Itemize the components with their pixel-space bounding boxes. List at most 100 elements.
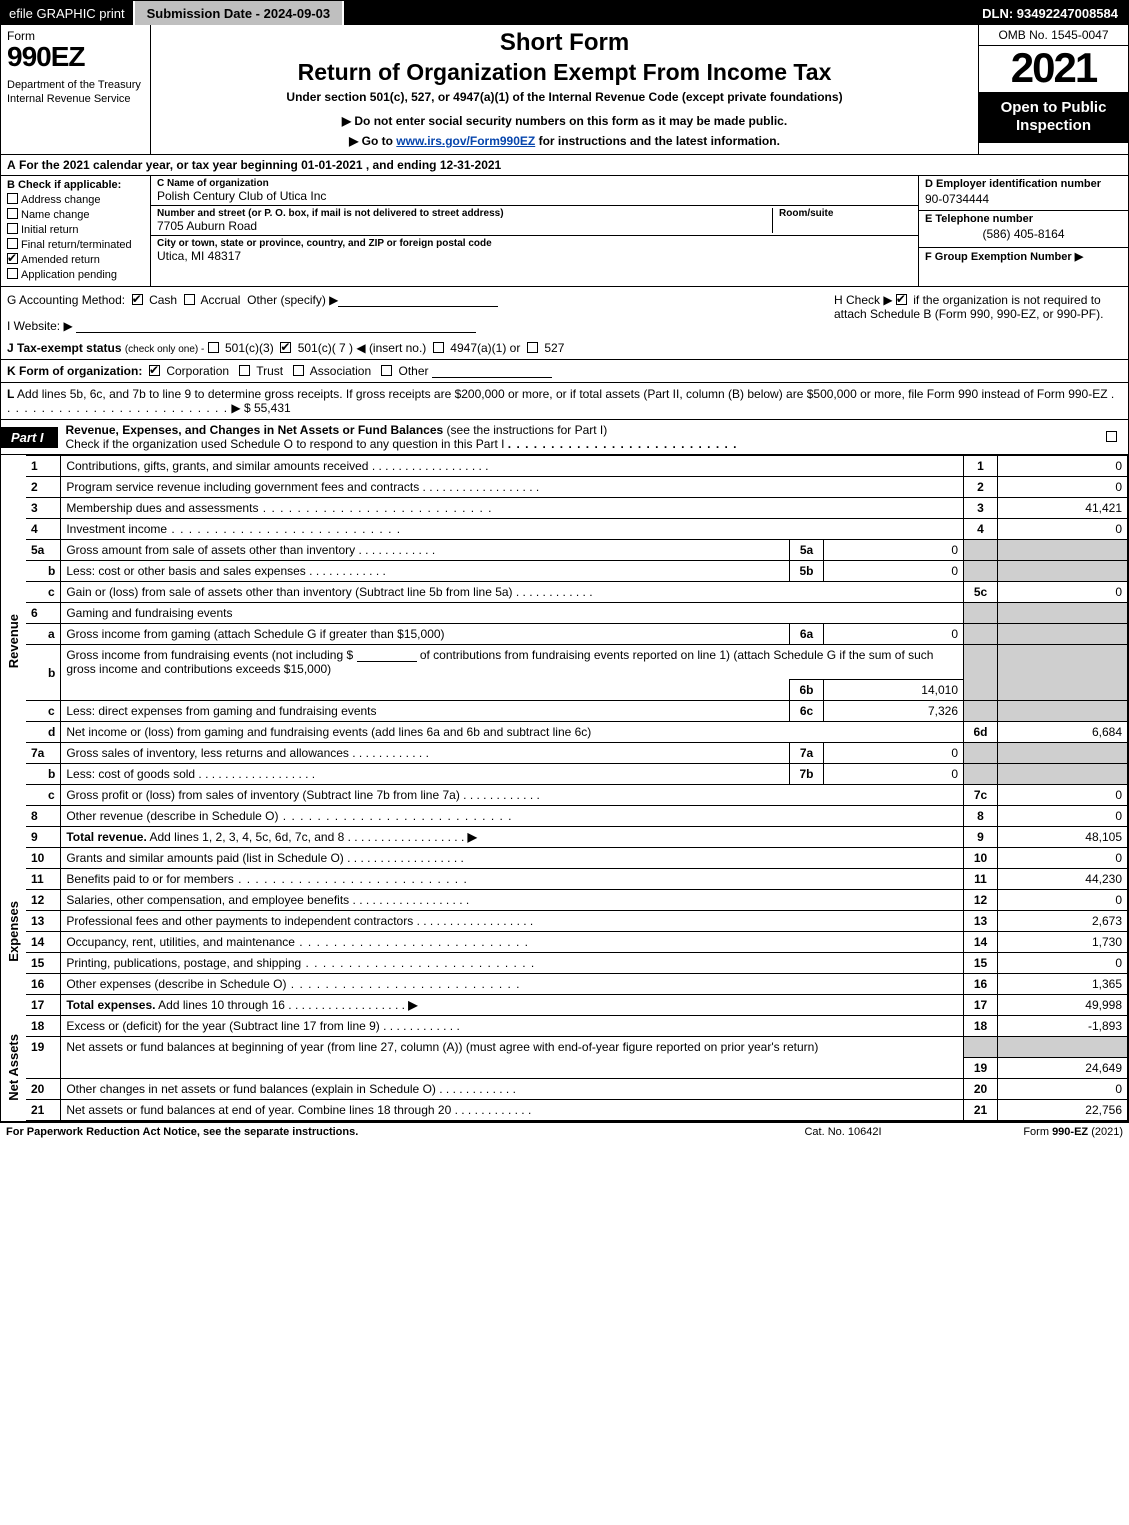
line-desc: Professional fees and other payments to …	[66, 914, 413, 928]
line-6d: dNet income or (loss) from gaming and fu…	[1, 722, 1128, 743]
arrow-icon: ▶	[231, 401, 244, 415]
h-pre: H Check ▶	[834, 293, 896, 307]
k-label: K Form of organization:	[7, 364, 142, 378]
g-label: G Accounting Method:	[7, 293, 125, 307]
g-cash: Cash	[149, 293, 177, 307]
line-num: 13	[964, 911, 998, 932]
form-title: Return of Organization Exempt From Incom…	[161, 59, 968, 86]
irs-link[interactable]: www.irs.gov/Form990EZ	[396, 134, 535, 148]
line-num: 14	[964, 932, 998, 953]
ein-value: 90-0734444	[925, 192, 1122, 206]
dots	[380, 1019, 460, 1033]
checkbox-icon[interactable]	[239, 365, 250, 376]
grey-cell	[964, 764, 998, 785]
line-val: 49,998	[998, 995, 1128, 1016]
dots	[368, 459, 488, 473]
street-label: Number and street (or P. O. box, if mail…	[157, 208, 772, 219]
efile-print[interactable]: efile GRAPHIC print	[1, 1, 135, 25]
line-9: 9Total revenue. Add lines 1, 2, 3, 4, 5c…	[1, 827, 1128, 848]
checkbox-icon[interactable]	[132, 294, 143, 305]
checkbox-icon[interactable]	[433, 342, 444, 353]
line-desc: Membership dues and assessments	[66, 501, 258, 515]
checkbox-icon[interactable]	[381, 365, 392, 376]
phone-value: (586) 405-8164	[925, 227, 1122, 241]
line-num: 17	[964, 995, 998, 1016]
line-6a: aGross income from gaming (attach Schedu…	[1, 624, 1128, 645]
line-7b: bLess: cost of goods sold 7b0	[1, 764, 1128, 785]
blank-line	[432, 364, 552, 378]
line-21: 21Net assets or fund balances at end of …	[1, 1099, 1128, 1120]
mini-val: 7,326	[824, 701, 964, 722]
dln: DLN: 93492247008584	[974, 1, 1128, 25]
line-desc: Less: cost of goods sold	[66, 767, 195, 781]
line-val: 0	[998, 848, 1128, 869]
dots	[301, 956, 535, 970]
line-20: 20Other changes in net assets or fund ba…	[1, 1078, 1128, 1099]
line-desc: Other changes in net assets or fund bala…	[66, 1082, 436, 1096]
footer-right-post: (2021)	[1088, 1126, 1123, 1138]
group-exemption-block: F Group Exemption Number ▶	[919, 247, 1128, 286]
mini-val: 0	[824, 624, 964, 645]
org-name-label: C Name of organization	[157, 178, 912, 189]
mini-val: 14,010	[824, 680, 964, 701]
chk-label: Amended return	[21, 254, 100, 266]
part-checkbox[interactable]	[1106, 430, 1128, 444]
line-desc: Investment income	[66, 522, 167, 536]
dots	[344, 830, 464, 844]
checkbox-icon[interactable]	[149, 365, 160, 376]
chk-application-pending[interactable]: Application pending	[7, 268, 144, 281]
i-label: I Website: ▶	[7, 319, 73, 333]
line-val: 0	[998, 785, 1128, 806]
checkbox-icon[interactable]	[208, 342, 219, 353]
checkbox-icon	[7, 223, 18, 234]
line-val: 2,673	[998, 911, 1128, 932]
grey-cell	[998, 680, 1128, 701]
row-k: K Form of organization: Corporation Trus…	[1, 360, 1128, 383]
ssn-note: ▶ Do not enter social security numbers o…	[161, 114, 968, 128]
g-accrual: Accrual	[200, 293, 240, 307]
line-8: 8Other revenue (describe in Schedule O) …	[1, 806, 1128, 827]
line-2: 2Program service revenue including gover…	[1, 477, 1128, 498]
bcdef-grid: B Check if applicable: Address change Na…	[1, 176, 1128, 287]
chk-label: Address change	[21, 194, 101, 206]
grey-cell	[964, 1037, 998, 1058]
grey-cell	[964, 540, 998, 561]
line-5b: bLess: cost or other basis and sales exp…	[1, 561, 1128, 582]
header-right: OMB No. 1545-0047 2021 Open to Public In…	[978, 25, 1128, 154]
line-val: 48,105	[998, 827, 1128, 848]
chk-amended-return[interactable]: Amended return	[7, 253, 144, 266]
row-a-text: For the 2021 calendar year, or tax year …	[19, 158, 501, 172]
chk-initial-return[interactable]: Initial return	[7, 223, 144, 236]
k-trust: Trust	[256, 364, 283, 378]
chk-label: Final return/terminated	[21, 239, 132, 251]
mini-label: 7b	[790, 764, 824, 785]
checkbox-icon[interactable]	[896, 294, 907, 305]
chk-final-return[interactable]: Final return/terminated	[7, 238, 144, 251]
tax-year: 2021	[979, 46, 1128, 93]
line-num: 18	[964, 1016, 998, 1037]
dots	[344, 851, 464, 865]
grey-cell	[998, 743, 1128, 764]
line-num: 9	[964, 827, 998, 848]
line-val: -1,893	[998, 1016, 1128, 1037]
mini-val: 0	[824, 743, 964, 764]
checkbox-icon[interactable]	[184, 294, 195, 305]
checkbox-icon[interactable]	[280, 342, 291, 353]
line-4: 4Investment income 40	[1, 519, 1128, 540]
row-g: G Accounting Method: Cash Accrual Other …	[1, 287, 828, 337]
line-num: 7c	[964, 785, 998, 806]
mini-label: 6a	[790, 624, 824, 645]
checkbox-icon[interactable]	[527, 342, 538, 353]
chk-name-change[interactable]: Name change	[7, 208, 144, 221]
line-6c: cLess: direct expenses from gaming and f…	[1, 701, 1128, 722]
col-c: C Name of organization Polish Century Cl…	[151, 176, 918, 286]
grey-cell	[998, 561, 1128, 582]
chk-address-change[interactable]: Address change	[7, 193, 144, 206]
dots	[278, 809, 512, 823]
dots	[508, 437, 738, 451]
grey-cell	[964, 743, 998, 764]
line-val: 0	[998, 519, 1128, 540]
checkbox-icon[interactable]	[293, 365, 304, 376]
line-desc: Program service revenue including govern…	[66, 480, 419, 494]
k-other: Other	[399, 364, 429, 378]
